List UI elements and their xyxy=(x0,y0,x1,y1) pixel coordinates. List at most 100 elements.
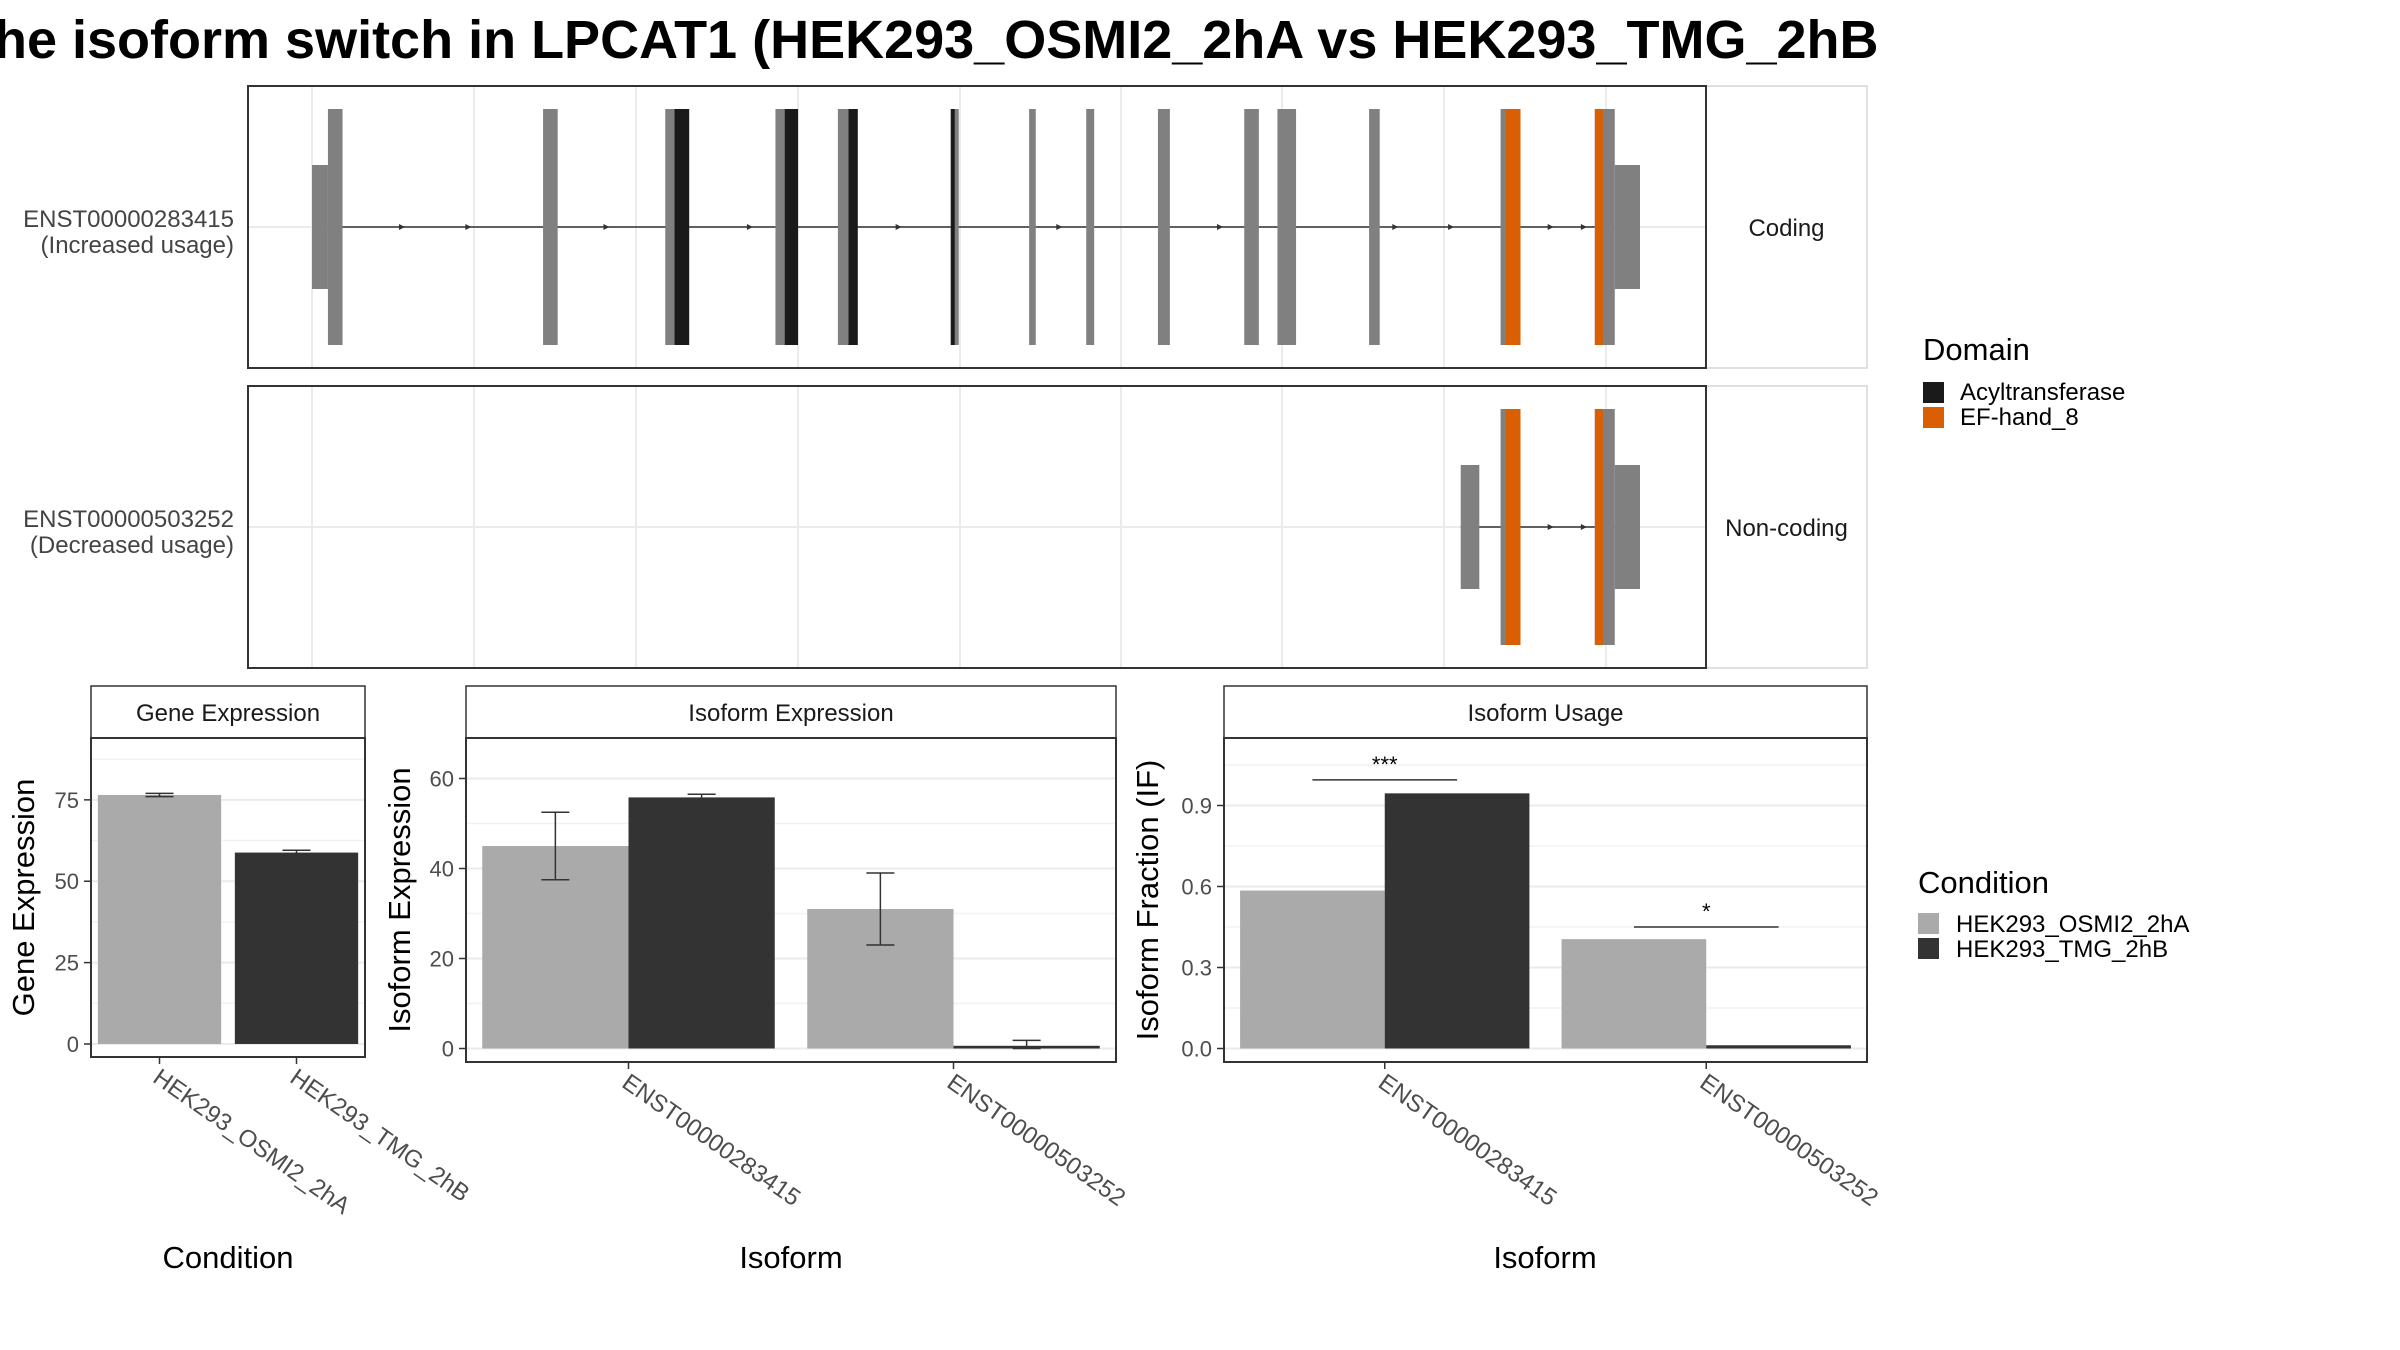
domain-legend-title: Domain xyxy=(1923,332,2030,367)
y-tick-label: 50 xyxy=(55,869,79,894)
y-tick-label: 20 xyxy=(430,947,454,972)
y-axis-label: Isoform Fraction (IF) xyxy=(1130,760,1165,1041)
domain-block xyxy=(674,109,690,345)
transcript-panel: Coding ENST00000283415(Increased usage) xyxy=(23,85,1868,369)
utr-block xyxy=(1460,465,1480,589)
utr-block xyxy=(1614,465,1640,589)
legend-label-acyltransferase: Acyltransferase xyxy=(1960,379,2125,406)
direction-arrow xyxy=(1056,224,1063,230)
x-axis-label: Isoform xyxy=(1493,1240,1596,1275)
legend-swatch-ef-hand xyxy=(1923,407,1944,428)
bar xyxy=(628,797,775,1049)
chart-strip xyxy=(465,685,1117,739)
direction-arrow xyxy=(398,224,405,230)
y-tick-label: 0.9 xyxy=(1181,794,1212,819)
transcript-id-label: ENST00000503252 xyxy=(23,506,234,533)
utr-block xyxy=(1614,165,1640,289)
type-strip xyxy=(1705,85,1868,369)
direction-arrow xyxy=(603,224,610,230)
type-strip xyxy=(1705,385,1868,669)
exon-block xyxy=(1086,109,1095,345)
exon-block xyxy=(1244,109,1259,345)
legend-swatch-osmi2 xyxy=(1918,913,1939,934)
direction-arrow xyxy=(1217,224,1224,230)
exon-block xyxy=(543,109,558,345)
legend-swatch-acyltransferase xyxy=(1923,382,1944,403)
bar xyxy=(1384,793,1530,1049)
bar xyxy=(97,794,222,1044)
legend-label-tmg: HEK293_TMG_2hB xyxy=(1956,936,2168,963)
transcript-usage-label: (Decreased usage) xyxy=(30,532,234,559)
y-tick-label: 75 xyxy=(55,788,79,813)
transcript-structures: Coding ENST00000283415(Increased usage) No… xyxy=(23,85,1868,669)
chart-title: Gene Expression xyxy=(136,700,320,727)
direction-arrow xyxy=(1547,524,1554,530)
direction-arrow xyxy=(1580,224,1587,230)
x-tick-label: ENST00000503252 xyxy=(942,1069,1130,1212)
chart-strip xyxy=(90,685,366,739)
panel-border xyxy=(247,85,1707,369)
panel-border xyxy=(247,385,1707,669)
y-axis-label: Gene Expression xyxy=(6,779,41,1017)
transcript-panel: Non-coding ENST00000503252(Decreased usag… xyxy=(23,385,1868,669)
transcript-type-label: Non-coding xyxy=(1725,515,1848,542)
transcript-type-label: Coding xyxy=(1748,215,1824,242)
chart-border xyxy=(1223,737,1868,1063)
bar xyxy=(1561,939,1707,1049)
exon-block xyxy=(327,109,343,345)
domain-block xyxy=(1594,109,1603,345)
bar-charts: Gene Expression0255075HEK293_OSMI2_2hAHE… xyxy=(6,685,1883,1275)
condition-legend-title: Condition xyxy=(1918,865,2049,900)
domain-block xyxy=(848,109,858,345)
chart-title: Isoform Usage xyxy=(1467,700,1623,727)
y-tick-label: 0 xyxy=(67,1032,79,1057)
exon-block xyxy=(1157,109,1170,345)
y-tick-label: 40 xyxy=(430,857,454,882)
condition-legend: Condition HEK293_OSMI2_2hA HEK293_TMG_2h… xyxy=(1918,865,2189,963)
significance-label: * xyxy=(1702,899,1711,924)
chart-border xyxy=(90,737,366,1058)
chart-strip xyxy=(1223,685,1868,739)
transcript-usage-label: (Increased usage) xyxy=(41,232,234,259)
figure-title: he isoform switch in LPCAT1 (HEK293_OSMI… xyxy=(0,10,1879,70)
bar xyxy=(1240,890,1385,1049)
domain-block xyxy=(950,109,955,345)
domain-legend: Domain Acyltransferase EF-hand_8 xyxy=(1923,332,2125,431)
direction-arrow xyxy=(746,224,753,230)
direction-arrow xyxy=(465,224,472,230)
direction-arrow xyxy=(895,224,902,230)
transcript-id-label: ENST00000283415 xyxy=(23,206,234,233)
domain-block xyxy=(784,109,799,345)
direction-arrow xyxy=(1580,524,1587,530)
legend-label-osmi2: HEK293_OSMI2_2hA xyxy=(1956,911,2189,938)
x-axis-label: Condition xyxy=(163,1240,294,1275)
domain-block xyxy=(1594,409,1603,645)
y-tick-label: 0.0 xyxy=(1181,1037,1212,1062)
exon-block xyxy=(1277,109,1297,345)
chart-panel: Isoform Usage0.00.30.60.9****ENST0000028… xyxy=(1130,685,1883,1275)
direction-arrow xyxy=(1392,224,1399,230)
utr-block xyxy=(312,165,328,289)
y-tick-label: 0.6 xyxy=(1181,875,1212,900)
x-tick-label: ENST00000503252 xyxy=(1695,1069,1883,1212)
bar xyxy=(1706,1045,1851,1049)
exon-block xyxy=(1369,109,1380,345)
chart-border xyxy=(465,737,1117,1063)
x-tick-label: ENST00000283415 xyxy=(1373,1069,1561,1212)
chart-panel: Isoform Expression 0 20 40 60 ENST00000283415… xyxy=(382,685,1130,1275)
y-axis-label: Isoform Expression xyxy=(382,767,417,1032)
domain-block xyxy=(1505,109,1521,345)
direction-arrow xyxy=(1448,224,1455,230)
domain-block xyxy=(1505,409,1521,645)
legend-label-ef-hand: EF-hand_8 xyxy=(1960,404,2079,431)
significance-label: *** xyxy=(1372,752,1398,777)
x-tick-label: ENST00000283415 xyxy=(617,1069,805,1212)
legend-swatch-tmg xyxy=(1918,938,1939,959)
direction-arrow xyxy=(1547,224,1554,230)
y-tick-label: 25 xyxy=(55,951,79,976)
chart-title: Isoform Expression xyxy=(688,700,893,727)
bar xyxy=(234,852,359,1044)
y-tick-label: 0 xyxy=(442,1037,454,1062)
exon-block xyxy=(1029,109,1036,345)
